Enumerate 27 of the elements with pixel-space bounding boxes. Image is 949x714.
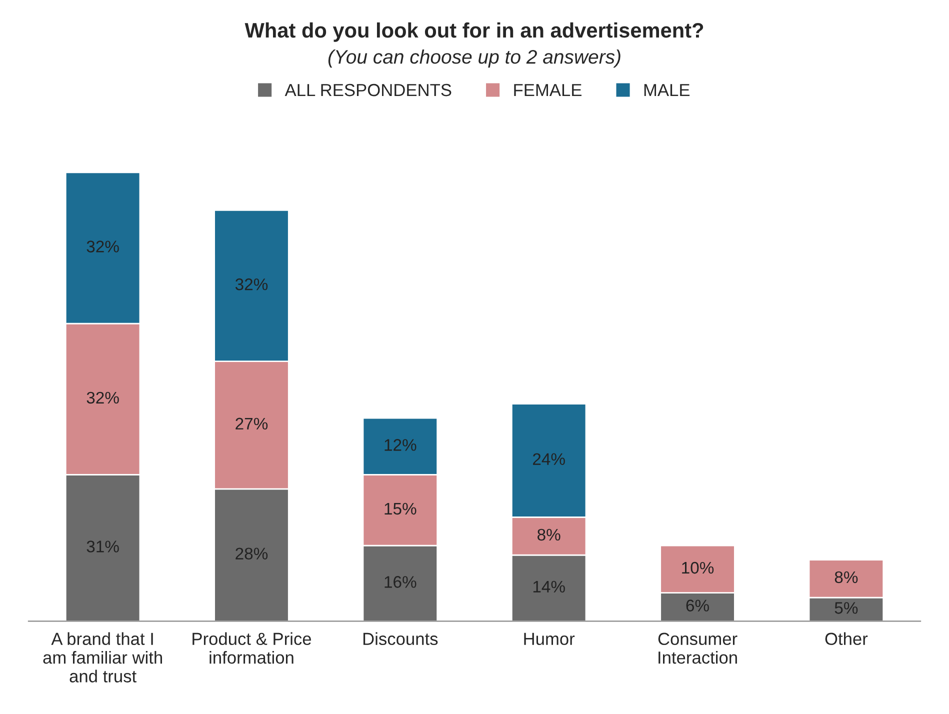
- x-tick-label: Product & Price information: [192, 632, 312, 664]
- data-label: 32%: [86, 240, 119, 252]
- data-label: 32%: [235, 278, 268, 290]
- legend-label: MALE: [644, 84, 690, 96]
- x-tick-label: A brand that I am familiar with and trust: [43, 632, 162, 682]
- data-label: 28%: [236, 548, 268, 560]
- data-label: 12%: [384, 439, 416, 451]
- data-label: 14%: [533, 580, 565, 593]
- data-label: 5%: [834, 602, 858, 614]
- chart-subtitle: (You can choose up to 2 answers): [328, 49, 620, 68]
- data-label: 10%: [682, 562, 714, 574]
- data-label: 8%: [538, 528, 560, 541]
- data-label: 27%: [236, 418, 268, 430]
- data-label: 24%: [533, 453, 565, 465]
- data-label: 16%: [384, 576, 416, 588]
- data-label: 32%: [86, 392, 119, 404]
- data-label: 8%: [834, 571, 858, 584]
- data-label: 6%: [686, 600, 709, 612]
- x-tick-label: Discounts: [363, 632, 438, 646]
- data-label: 15%: [384, 502, 416, 515]
- legend-label: ALL RESPONDENTS: [284, 84, 452, 96]
- chart-title: What do you look out for in an advertisement?: [244, 22, 704, 42]
- x-tick-label: Other: [825, 632, 868, 646]
- data-label: 31%: [86, 540, 119, 552]
- x-tick-label: Consumer Interaction: [658, 632, 738, 664]
- legend-label: FEMALE: [514, 84, 582, 96]
- x-tick-label: Humor: [524, 632, 575, 646]
